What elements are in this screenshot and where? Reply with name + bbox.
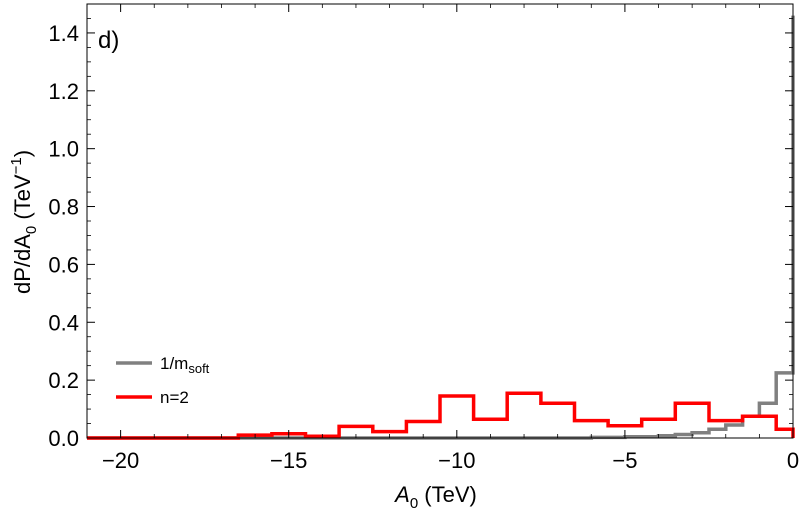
y-tick-label: 1.0 xyxy=(48,137,79,162)
series-line-1 xyxy=(87,391,795,440)
y-tick-label: 0.6 xyxy=(48,252,79,277)
legend-label-n2: n=2 xyxy=(160,388,189,407)
legend-label-msoft: 1/msoft xyxy=(160,354,210,376)
x-tick-label: −10 xyxy=(438,448,475,473)
y-tick-label: 1.2 xyxy=(48,79,79,104)
x-tick-label: −20 xyxy=(102,448,139,473)
x-tick-label: −5 xyxy=(612,448,637,473)
y-tick-label: 0.0 xyxy=(48,426,79,451)
x-tick-label: 0 xyxy=(787,448,799,473)
y-tick-label: 0.2 xyxy=(48,368,79,393)
y-tick-label: 1.4 xyxy=(48,21,79,46)
y-axis-label: dP/dA0 (TeV−1) xyxy=(8,150,40,294)
legend: 1/msoft n=2 xyxy=(116,354,210,407)
y-tick-label: 0.4 xyxy=(48,310,79,335)
x-axis-label: A0 (TeV) xyxy=(393,482,477,511)
x-tick-label: −15 xyxy=(270,448,307,473)
y-tick-label: 0.8 xyxy=(48,195,79,220)
tick-layer: −20 −15 −10 −5 0 0.0 0.2 0.4 0.6 0.8 1.0 1.2 1.4 xyxy=(48,4,799,473)
panel-label: d) xyxy=(98,27,119,54)
